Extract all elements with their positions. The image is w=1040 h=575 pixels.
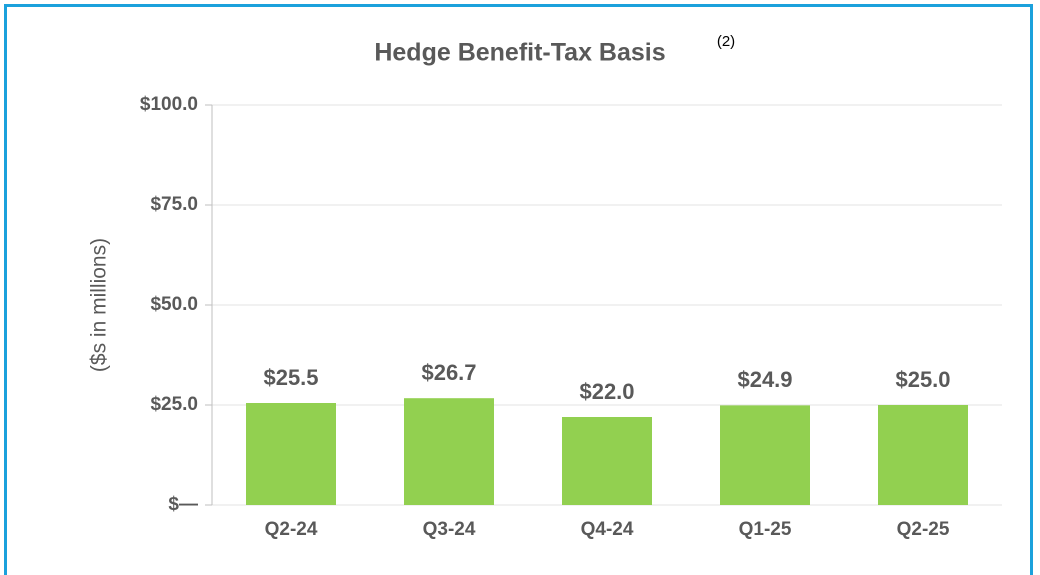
value-label: $25.5 — [263, 365, 318, 390]
x-tick-label: Q1-25 — [739, 519, 792, 540]
x-tick-label: Q2-25 — [897, 519, 950, 540]
bar — [562, 417, 652, 505]
frame — [4, 4, 1033, 575]
y-tick-label: $25.0 — [150, 394, 198, 415]
y-tick-label: $50.0 — [150, 294, 198, 315]
x-tick-label: Q2-24 — [265, 519, 318, 540]
y-tick-label: $100.0 — [140, 94, 198, 115]
x-tick-label: Q3-24 — [423, 519, 476, 540]
title-note: (2) — [717, 33, 735, 50]
value-label: $26.7 — [421, 360, 476, 385]
bar — [720, 405, 810, 505]
value-label: $24.9 — [737, 367, 792, 392]
bar — [404, 398, 494, 505]
value-label: $25.0 — [895, 367, 950, 392]
value-label: $22.0 — [579, 379, 634, 404]
bar — [246, 403, 336, 505]
y-tick-label: $— — [168, 494, 198, 515]
y-axis-label: ($s in millions) — [88, 238, 111, 372]
bar — [878, 405, 968, 505]
y-tick-label: $75.0 — [150, 194, 198, 215]
x-tick-label: Q4-24 — [581, 519, 634, 540]
chart-title: Hedge Benefit-Tax Basis — [374, 39, 665, 67]
